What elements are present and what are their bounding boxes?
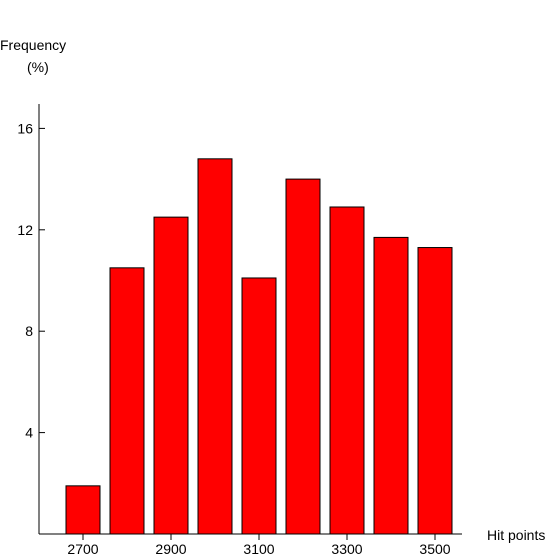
y-axis-unit: (%): [27, 59, 49, 75]
x-tick-label-2700: 2700: [67, 541, 98, 556]
bar-2800: [109, 267, 145, 535]
ticks-group: 4 8 12 16 2700 2900 3100 3300 3500: [17, 120, 450, 556]
bar-3400: [373, 236, 409, 535]
x-axis-label: Hit points: [487, 527, 545, 543]
x-tick-label-3100: 3100: [243, 541, 274, 556]
bar-3300: [329, 206, 365, 535]
bar-2900: [153, 216, 189, 535]
bar-3200: [285, 178, 321, 535]
bar-3500: [417, 247, 453, 535]
y-tick-label-12: 12: [17, 222, 33, 238]
x-tick-label-2900: 2900: [155, 541, 186, 556]
bars-group: [65, 158, 453, 535]
x-tick-label-3500: 3500: [419, 541, 450, 556]
y-tick-label-4: 4: [25, 425, 33, 441]
axes-group: [38, 104, 462, 535]
bar-3000: [197, 158, 233, 535]
y-tick-label-8: 8: [25, 323, 33, 339]
y-tick-label-16: 16: [17, 120, 33, 136]
bar-3100: [241, 277, 277, 535]
bar-2700: [65, 485, 101, 535]
x-tick-label-3300: 3300: [331, 541, 362, 556]
y-axis-label: Frequency: [0, 37, 66, 53]
